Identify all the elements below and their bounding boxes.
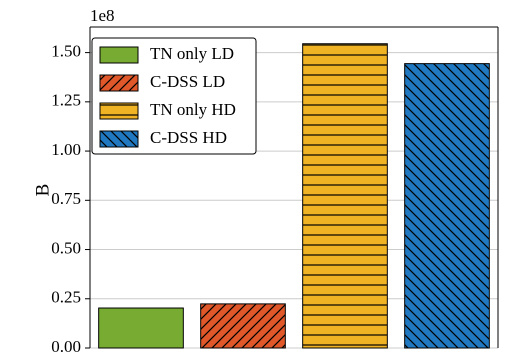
legend-swatch: [99, 46, 139, 64]
bar: [200, 303, 286, 349]
y-tick-label: 1.50: [51, 42, 81, 61]
y-tick-label: 0.00: [51, 337, 81, 353]
y-tick-label: 0.50: [51, 238, 81, 257]
y-tick-label: 1.25: [51, 91, 81, 110]
legend-label: TN only LD: [150, 44, 234, 63]
bar: [404, 63, 490, 349]
legend-label: C-DSS HD: [150, 128, 227, 147]
y-axis-label: B: [32, 184, 53, 197]
y-tick-label: 0.75: [51, 189, 81, 208]
legend-box: [91, 37, 257, 155]
bar: [302, 43, 388, 349]
legend-swatch: [99, 102, 139, 120]
y-tick-label: 0.25: [51, 288, 81, 307]
legend-swatch: [99, 130, 139, 148]
bar: [98, 307, 184, 349]
legend-label: TN only HD: [150, 100, 236, 119]
legend-label: C-DSS LD: [150, 72, 225, 91]
legend-swatch: [99, 74, 139, 92]
offset-label: 1e8: [90, 6, 115, 25]
y-tick-label: 1.00: [51, 140, 81, 159]
